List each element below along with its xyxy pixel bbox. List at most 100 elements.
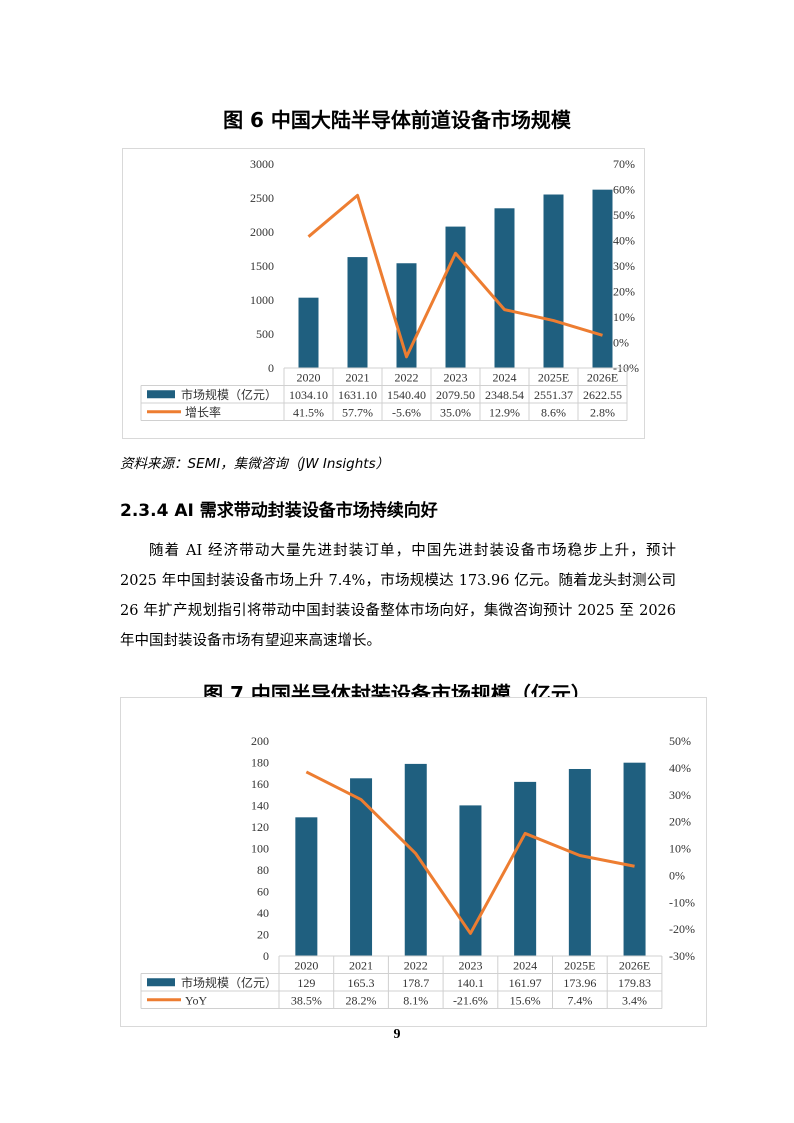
line-series: [305, 770, 635, 935]
bar-data-label: 2348.54: [485, 388, 524, 402]
bar: [404, 763, 427, 956]
bar-data-label: 1631.10: [338, 388, 377, 402]
bar: [568, 768, 591, 956]
left-axis-tick: 0: [268, 361, 274, 375]
line-data-label: 2.8%: [590, 406, 615, 420]
line-data-label: 7.4%: [567, 994, 592, 1008]
left-axis-tick: 1500: [250, 259, 274, 273]
right-axis-tick: 60%: [613, 183, 635, 197]
left-axis-tick: 120: [251, 820, 269, 834]
left-axis-tick: 2000: [250, 225, 274, 239]
right-axis-tick: -20%: [669, 922, 695, 936]
left-axis-tick: 80: [257, 863, 269, 877]
category-label: 2023: [458, 959, 482, 973]
figure6-title: 图 6 中国大陆半导体前道设备市场规模: [223, 108, 571, 132]
right-axis-tick: 40%: [669, 761, 691, 775]
left-axis-tick: 140: [251, 799, 269, 813]
left-axis-tick: 100: [251, 842, 269, 856]
right-axis-tick: 10%: [613, 310, 635, 324]
category-label: 2020: [297, 371, 321, 385]
bar-data-label: 2551.37: [534, 388, 573, 402]
bar: [592, 189, 613, 368]
line-data-label: 57.7%: [342, 406, 373, 420]
category-label: 2022: [395, 371, 419, 385]
category-label: 2024: [493, 371, 517, 385]
left-axis-tick: 0: [263, 949, 269, 963]
bar-data-label: 165.3: [348, 976, 375, 990]
right-axis-tick: 30%: [669, 788, 691, 802]
line-data-label: 8.1%: [403, 994, 428, 1008]
right-axis-tick: 20%: [669, 815, 691, 829]
category-label: 2020: [294, 959, 318, 973]
line-series: [307, 193, 603, 359]
bar-data-label: 161.97: [509, 976, 542, 990]
bar-data-label: 173.96: [563, 976, 596, 990]
bar: [295, 817, 318, 956]
left-axis-tick: 3000: [250, 157, 274, 171]
figure6-svg: 050010001500200025003000-10%0%10%20%30%4…: [140, 157, 639, 421]
category-label: 2025E: [538, 371, 569, 385]
left-axis-tick: 160: [251, 777, 269, 791]
bar-data-label: 1540.40: [387, 388, 426, 402]
line-data-label: 3.4%: [622, 994, 647, 1008]
line-data-label: 35.0%: [440, 406, 471, 420]
category-label: 2026E: [619, 959, 650, 973]
bar-legend-label: 市场规模（亿元）: [181, 387, 277, 402]
bar-legend-label: 市场规模（亿元）: [181, 975, 277, 990]
bar-data-label: 140.1: [457, 976, 484, 990]
bar: [459, 805, 482, 956]
right-axis-tick: 50%: [669, 734, 691, 748]
bar-legend-swatch: [147, 390, 175, 399]
page-number: 9: [393, 1027, 401, 1042]
bar-data-label: 179.83: [618, 976, 651, 990]
bar: [543, 194, 564, 368]
line-data-label: 8.6%: [541, 406, 566, 420]
section-heading: 2.3.4 AI 需求带动封装设备市场持续向好: [120, 501, 438, 521]
right-axis-tick: 40%: [613, 234, 635, 248]
left-axis-tick: 40: [257, 906, 269, 920]
line-data-label: -5.6%: [392, 406, 421, 420]
figure7-svg: 0 20 40 60 80 100 120 140 160 180 200 -30% -20% -10% 0…: [140, 734, 695, 1009]
line-legend-label: YoY: [185, 994, 207, 1008]
left-axis-tick: 500: [256, 327, 274, 341]
category-label: 2024: [513, 959, 537, 973]
category-label: 2023: [444, 371, 468, 385]
left-axis-tick: 2500: [250, 191, 274, 205]
right-axis-tick: 70%: [613, 157, 635, 171]
left-axis-tick: 200: [251, 734, 269, 748]
figure6-chart: 0 500 1000 1500 2000 2500 3000 -10% 0% 10% 20% 30% 4…: [122, 148, 645, 439]
line-data-label: 15.6%: [510, 994, 541, 1008]
bar: [445, 226, 466, 368]
bar-data-label: 129: [297, 976, 315, 990]
line-data-label: 28.2%: [346, 994, 377, 1008]
bar-data-label: 178.7: [402, 976, 429, 990]
right-axis-tick: -10%: [669, 895, 695, 909]
line-data-label: 41.5%: [293, 406, 324, 420]
source-note: 资料来源：SEMI，集微咨询（JW Insights）: [120, 456, 390, 472]
right-axis-tick: 10%: [669, 842, 691, 856]
line-legend-label: 增长率: [185, 405, 221, 420]
line-data-label: 38.5%: [291, 994, 322, 1008]
line-data-label: -21.6%: [453, 994, 488, 1008]
left-axis-tick: 20: [257, 928, 269, 942]
right-axis-tick: 20%: [613, 285, 635, 299]
bar: [514, 781, 537, 956]
category-label: 2026E: [587, 371, 618, 385]
left-axis-tick: 180: [251, 756, 269, 770]
bar: [494, 208, 515, 368]
bar-data-label: 2622.55: [583, 388, 622, 402]
category-label: 2022: [404, 959, 428, 973]
category-label: 2025E: [564, 959, 595, 973]
category-label: 2021: [349, 959, 373, 973]
figure7-chart: 0 20 40 60 80 100 120 140 160 180 200 -30% -20% -10% 0…: [120, 697, 707, 1027]
right-axis-tick: 0%: [613, 336, 629, 350]
right-axis-tick: 30%: [613, 259, 635, 273]
left-axis-tick: 60: [257, 885, 269, 899]
right-axis-tick: 0%: [669, 868, 685, 882]
right-axis-tick: 50%: [613, 208, 635, 222]
line-data-label: 12.9%: [489, 406, 520, 420]
category-label: 2021: [346, 371, 370, 385]
bar: [298, 297, 319, 368]
bar: [347, 257, 368, 368]
